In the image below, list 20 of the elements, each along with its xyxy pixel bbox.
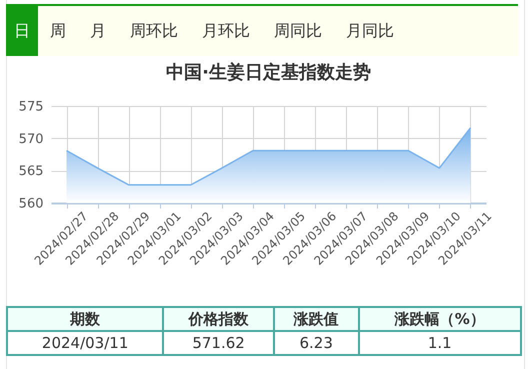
text: 周同比 (273, 20, 323, 42)
chart-title: 中国·生姜日定基指数走势 (166, 61, 371, 83)
text: 6.23 (274, 331, 359, 355)
text: 月 (89, 20, 107, 42)
y-tick-label: 570 (18, 132, 44, 147)
text: 日 (6, 6, 38, 56)
text: 涨跌幅（%） (358, 307, 521, 331)
text: 周环比 (129, 20, 179, 42)
text: 月环比 (201, 20, 251, 42)
y-tick-label: 560 (18, 196, 44, 212)
y-tick-label: 575 (18, 100, 44, 114)
text: 价格指数 (163, 307, 274, 331)
text: 周 (49, 20, 67, 42)
y-tick-label: 565 (18, 164, 44, 180)
text: 期数 (7, 307, 164, 331)
text: 月同比 (345, 20, 395, 42)
text: 2024/03/11 (7, 331, 164, 355)
text: 571.62 (163, 331, 274, 355)
text: 涨跌值 (274, 307, 359, 331)
text: 1.1 (358, 331, 521, 355)
